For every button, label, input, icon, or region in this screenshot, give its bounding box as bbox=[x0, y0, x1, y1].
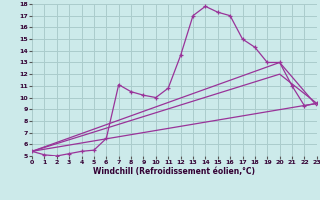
X-axis label: Windchill (Refroidissement éolien,°C): Windchill (Refroidissement éolien,°C) bbox=[93, 167, 255, 176]
